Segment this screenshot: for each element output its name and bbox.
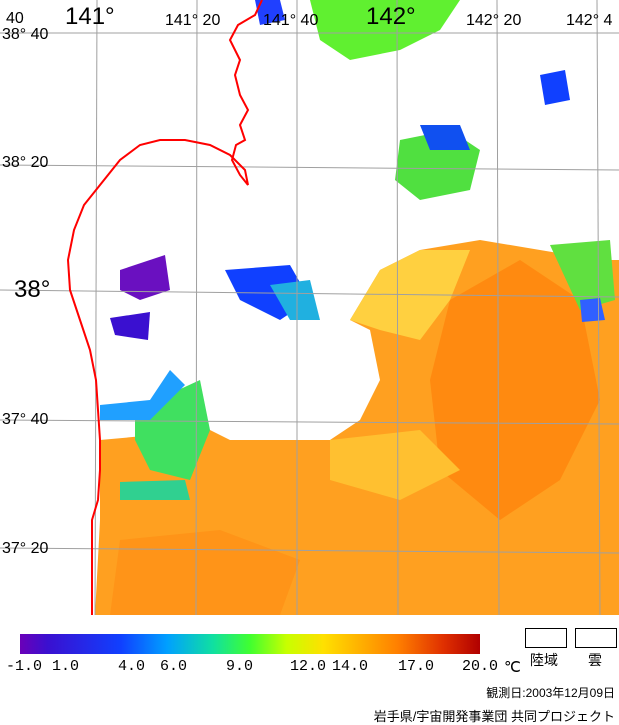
credit-line: 岩手県/宇宙開発事業団 共同プロジェクト [373, 709, 615, 724]
graticule [0, 0, 619, 615]
sst-map [0, 0, 619, 615]
sst-orange-south [110, 530, 300, 615]
lat-label-37-40: 37° 40 [2, 411, 49, 428]
cloud-legend-label: 雲 [588, 652, 602, 668]
sst-yellow-mid [330, 430, 460, 500]
lat-label-37-20: 37° 20 [2, 540, 49, 557]
sst-cyan-coast [100, 370, 185, 420]
sst-green-band [120, 480, 190, 500]
land-legend-label: 陸域 [530, 652, 558, 668]
colorbar-tick: 20.0 [462, 658, 499, 675]
sst-purple-patch-1 [120, 255, 170, 300]
sst-cyan-patch-mid [270, 280, 320, 320]
sst-green-top [310, 0, 460, 60]
temperature-colorbar [20, 634, 480, 654]
colorbar-tick: -1.0 [6, 658, 43, 675]
colorbar-tick: 4.0 [118, 658, 146, 675]
sst-purple-patch-2 [110, 312, 150, 340]
colorbar-unit: ℃ [504, 660, 521, 677]
lon-label-142-40: 142° 4 [566, 12, 613, 29]
coastline [66, 0, 263, 615]
colorbar-tick: 17.0 [398, 658, 435, 675]
lat-label-38-40: 38° 40 [2, 26, 49, 43]
colorbar-tick: 6.0 [160, 658, 188, 675]
lon-label-142: 142° [366, 3, 416, 30]
sst-warmer-patch [430, 260, 600, 520]
colorbar-tick: 1.0 [52, 658, 80, 675]
sst-blue-north [420, 125, 470, 150]
lat-label-38-20: 38° 20 [2, 154, 49, 171]
land-legend-swatch [525, 628, 567, 648]
colorbar-tick: 14.0 [332, 658, 369, 675]
lon-label-141-40: 141° 40 [263, 12, 319, 29]
colorbar-tick: 12.0 [290, 658, 327, 675]
sst-blue-top [255, 0, 285, 25]
colorbar-tick: 9.0 [226, 658, 254, 675]
sst-blue-east [540, 70, 570, 105]
lon-label-140-40: 40 [6, 10, 24, 27]
cloud-legend-swatch [575, 628, 617, 648]
observation-date: 観測日:2003年12月09日 [486, 686, 615, 700]
lon-label-142-20: 142° 20 [466, 12, 522, 29]
lat-label-38: 38° [14, 276, 51, 303]
lon-label-141: 141° [65, 3, 115, 30]
lon-label-141-20: 141° 20 [165, 12, 221, 29]
